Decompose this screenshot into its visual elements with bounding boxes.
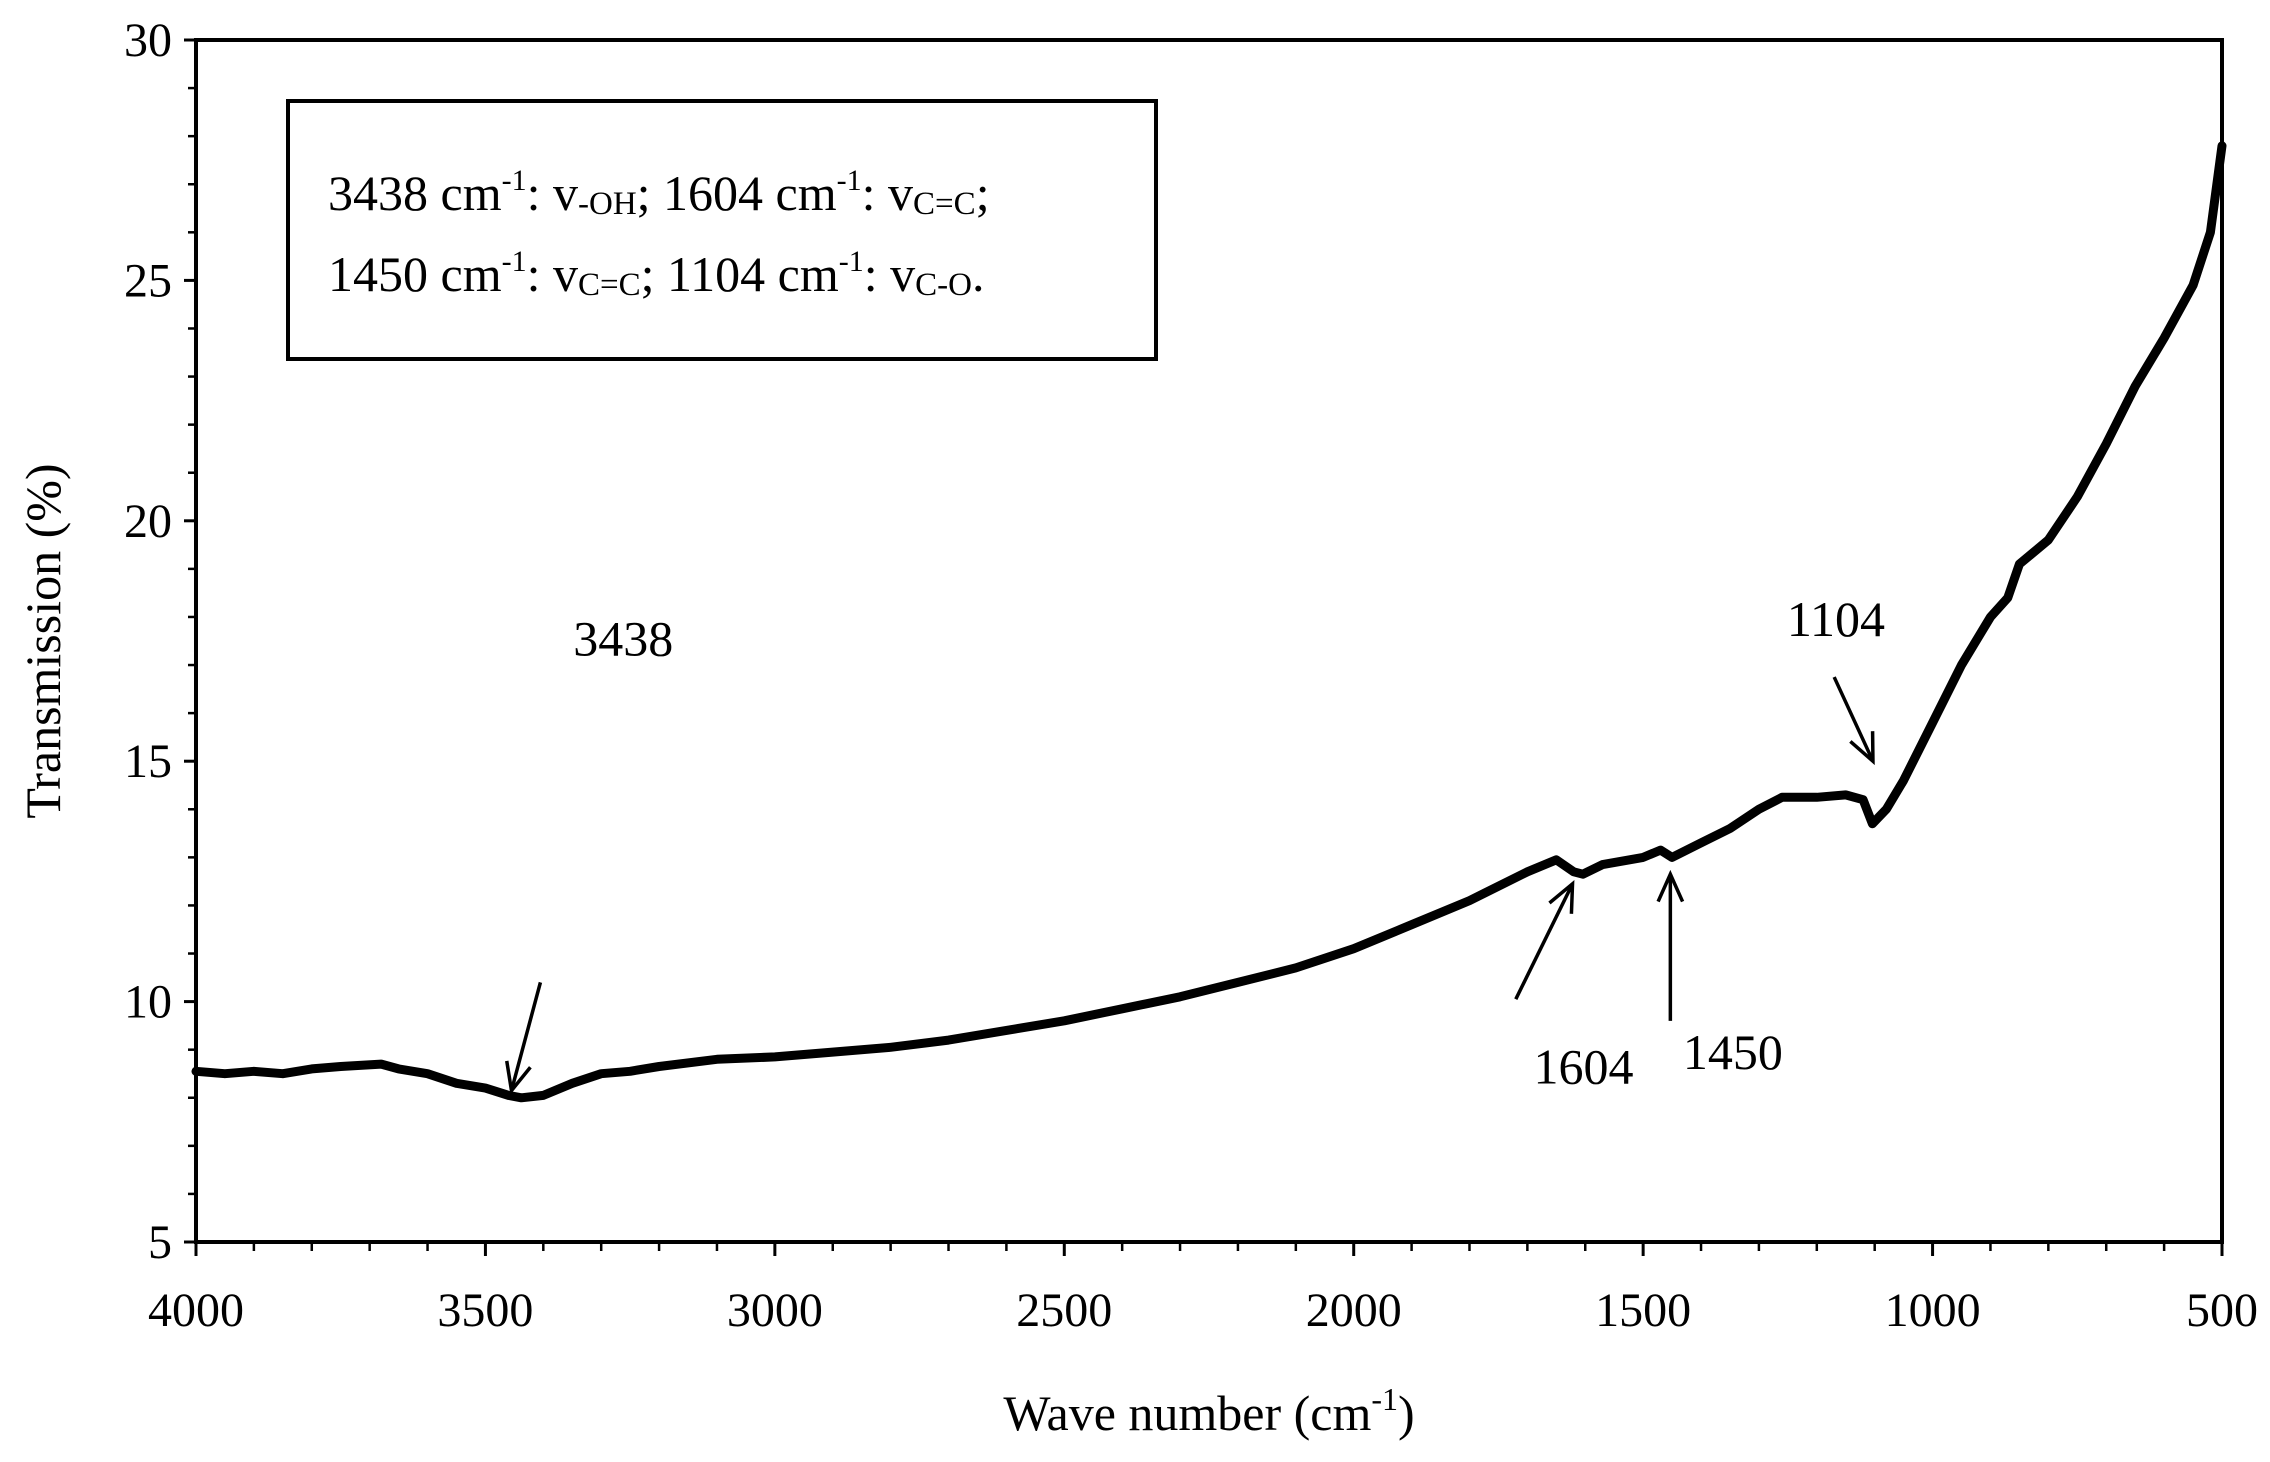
- x-axis-title-close: ): [1398, 1385, 1415, 1441]
- legend-frame: [286, 99, 1158, 361]
- peak-arrowhead-3438: [505, 1060, 532, 1095]
- legend-text-part: ;: [976, 165, 990, 221]
- y-tick-label: 15: [124, 735, 172, 788]
- y-tick-label: 30: [124, 14, 172, 67]
- peak-arrow-3438: [509, 981, 543, 1092]
- x-tick-label: 3500: [437, 1284, 533, 1337]
- y-tick-label: 25: [124, 254, 172, 307]
- peak-label-1104: 1104: [1787, 591, 1885, 647]
- legend-text-part: ; 1604 cm: [637, 165, 837, 221]
- legend-text-part: -1: [502, 164, 527, 197]
- legend-text-part: C-O: [915, 267, 972, 303]
- spectrum-line: [191, 141, 2227, 1103]
- legend-text-part: ; 1104 cm: [641, 246, 839, 302]
- peak-arrowhead-1104: [1849, 731, 1875, 766]
- y-axis-ticks: 5 10 15 20 25 30: [124, 14, 196, 1269]
- x-tick-label: 1500: [1595, 1284, 1691, 1337]
- x-axis-title-sup: -1: [1371, 1381, 1398, 1417]
- x-tick-label: 2500: [1016, 1284, 1112, 1337]
- x-tick-label: 4000: [148, 1284, 244, 1337]
- legend-text-part: 3438 cm: [328, 165, 502, 221]
- y-tick-label: 10: [124, 976, 172, 1029]
- x-tick-label: 500: [2186, 1284, 2258, 1337]
- y-tick-label: 5: [148, 1216, 172, 1269]
- legend-line-1: 3438 cm-1: v-OH; 1604 cm-1: vC=C;: [328, 164, 990, 222]
- legend-text-part: -1: [837, 164, 862, 197]
- legend-text-part: C=C: [913, 186, 976, 222]
- legend-text-part: : v: [527, 165, 578, 221]
- x-tick-label: 3000: [727, 1284, 823, 1337]
- x-tick-label: 1000: [1885, 1284, 1981, 1337]
- peak-arrowhead-1604: [1548, 879, 1575, 914]
- x-axis-title: Wave number (cm-1): [1003, 1381, 1414, 1441]
- x-axis-ticks: 4000 3500 3000 2500 2000 1500 1000 500: [148, 1242, 2258, 1337]
- plot-frame: [194, 38, 2224, 1244]
- series-group: [191, 141, 2227, 1103]
- legend-text-part: -1: [839, 245, 864, 278]
- y-axis-title: Transmission (%): [15, 463, 71, 818]
- legend-text-part: .: [972, 246, 985, 302]
- legend-text-part: C=C: [578, 267, 641, 303]
- peak-arrow-1104: [1832, 676, 1875, 762]
- peak-label-3438: 3438: [573, 610, 673, 666]
- x-axis-title-main: Wave number (cm: [1003, 1385, 1371, 1441]
- annotations-group: 3438 1604 1450 1104: [505, 591, 1885, 1095]
- y-tick-label: 20: [124, 495, 172, 548]
- peak-arrow-1604: [1514, 883, 1575, 1000]
- x-tick-label: 2000: [1306, 1284, 1402, 1337]
- legend-text-part: : v: [527, 246, 578, 302]
- legend-text-part: : v: [862, 165, 913, 221]
- legend-text-part: : v: [864, 246, 915, 302]
- peak-arrowhead-1450: [1656, 869, 1685, 903]
- legend-box: 3438 cm-1: v-OH; 1604 cm-1: vC=C; 1450 c…: [286, 99, 1158, 361]
- peak-label-1604: 1604: [1534, 1038, 1634, 1094]
- legend-text-part: -OH: [578, 186, 637, 222]
- peak-label-1450: 1450: [1683, 1024, 1783, 1080]
- legend-text-part: 1450 cm: [328, 246, 502, 302]
- legend-text-part: -1: [502, 245, 527, 278]
- legend-line-2: 1450 cm-1: vC=C; 1104 cm-1: vC-O.: [328, 245, 985, 303]
